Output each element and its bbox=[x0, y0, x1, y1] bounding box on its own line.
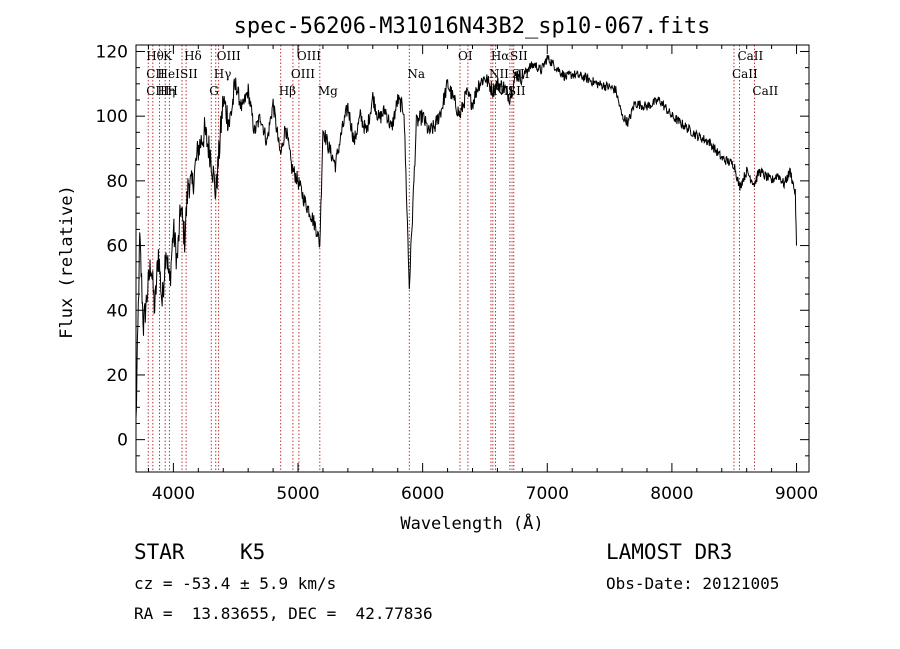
spectrum-line bbox=[135, 54, 797, 419]
y-tick-label-80: 80 bbox=[106, 172, 128, 192]
line-label-10: Hγ bbox=[214, 67, 232, 81]
y-axis: 0 20 40 60 80 100 120 bbox=[96, 42, 809, 473]
line-label-24: CaII bbox=[737, 49, 763, 63]
x-tick-label-5000: 5000 bbox=[276, 484, 319, 504]
line-label-9: OIII bbox=[217, 49, 241, 63]
series-layer bbox=[135, 54, 797, 419]
line-label-3: HeI bbox=[158, 67, 181, 81]
line-label-0: Hθ bbox=[146, 49, 164, 63]
x-tick-label-9000: 9000 bbox=[775, 484, 818, 504]
y-tick-label-20: 20 bbox=[106, 366, 128, 386]
y-tick-label-40: 40 bbox=[106, 301, 128, 321]
line-label-17: OI bbox=[458, 49, 473, 63]
y-tick-label-120: 120 bbox=[96, 42, 128, 62]
line-label-1: CII bbox=[146, 67, 165, 81]
line-label-8: Hδ bbox=[184, 49, 202, 63]
line-label-13: OIII bbox=[291, 67, 315, 81]
y-tick-label-100: 100 bbox=[96, 107, 128, 127]
x-tick-label-8000: 8000 bbox=[650, 484, 693, 504]
line-label-25: CaII bbox=[732, 67, 758, 81]
x-tick-label-7000: 7000 bbox=[526, 484, 569, 504]
chart-title: spec-56206-M31016N43B2_sp10-067.fits bbox=[234, 14, 711, 39]
line-label-20: NII bbox=[489, 67, 509, 81]
line-label-26: CaII bbox=[752, 84, 778, 98]
line-label-6: SII bbox=[180, 67, 198, 81]
line-label-11: G bbox=[209, 84, 219, 98]
obs-date: Obs-Date: 20121005 bbox=[606, 574, 780, 593]
line-label-14: OIII bbox=[297, 49, 321, 63]
line-label-19: SII bbox=[510, 49, 528, 63]
line-label-12: Hβ bbox=[279, 84, 296, 98]
x-tick-label-6000: 6000 bbox=[401, 484, 444, 504]
line-label-18: Hα bbox=[491, 49, 510, 63]
line-label-7: H bbox=[167, 84, 177, 98]
line-label-16: Na bbox=[407, 67, 425, 81]
ra-dec: RA = 13.83655, DEC = 42.77836 bbox=[134, 604, 433, 623]
y-tick-label-60: 60 bbox=[106, 237, 128, 257]
object-class: STAR bbox=[134, 540, 185, 564]
object-subclass: K5 bbox=[240, 540, 266, 564]
line-label-2: CIII bbox=[146, 84, 170, 98]
survey-name: LAMOST DR3 bbox=[606, 540, 733, 564]
x-axis: 4000 5000 6000 7000 8000 9000 bbox=[147, 45, 818, 504]
line-label-5: Hη bbox=[158, 84, 176, 98]
redshift-cz: cz = -53.4 ± 5.9 km/s bbox=[134, 574, 337, 593]
line-label-15: Mg bbox=[318, 84, 338, 98]
x-tick-label-4000: 4000 bbox=[152, 484, 195, 504]
y-axis-label: Flux (relative) bbox=[57, 185, 77, 339]
line-label-4: K bbox=[163, 49, 173, 63]
x-axis-label: Wavelength (Å) bbox=[400, 512, 543, 534]
y-tick-label-0: 0 bbox=[117, 431, 128, 451]
